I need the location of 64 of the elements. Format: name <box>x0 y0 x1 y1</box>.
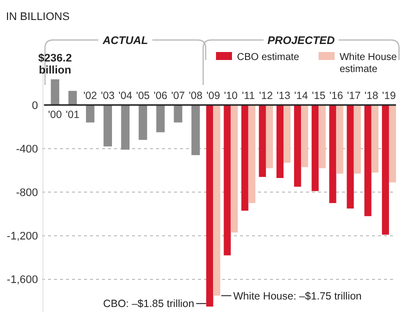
x-tick-label: '16 <box>329 90 344 102</box>
bar <box>382 105 389 235</box>
bar <box>266 105 273 168</box>
bar <box>364 105 372 216</box>
x-tick-label: '03 <box>100 90 115 102</box>
x-tick-label: '07 <box>171 90 186 102</box>
y-tick-label: -400 <box>16 143 38 156</box>
y-tick-label: -1,200 <box>6 230 38 243</box>
bar <box>86 105 94 122</box>
text: ACTUAL <box>102 35 148 47</box>
annotation: White House: –$1.75 trillion <box>233 290 362 302</box>
x-tick-label: '10 <box>224 90 238 102</box>
bar <box>224 105 231 256</box>
bar <box>230 105 238 232</box>
x-tick-label: '05 <box>136 90 150 102</box>
bar <box>206 105 214 307</box>
legend-label: CBO estimate <box>237 52 300 63</box>
y-tick-label: -1,600 <box>6 274 38 286</box>
x-tick-label: '09 <box>206 90 220 102</box>
bar <box>104 105 112 146</box>
x-tick-label: '13 <box>276 90 291 102</box>
bar <box>276 105 284 178</box>
annotation: $236.2 billion <box>38 52 72 76</box>
x-tick-label: '15 <box>312 90 326 102</box>
x-tick-label: '01 <box>66 109 80 122</box>
legend-label: White House estimate <box>340 52 398 75</box>
bar <box>241 105 248 211</box>
bar <box>336 105 344 174</box>
x-tick-label: '08 <box>188 90 203 102</box>
bar <box>284 105 291 163</box>
bar <box>174 105 182 122</box>
y-tick-label: 0 <box>32 100 38 112</box>
x-tick-label: '06 <box>154 90 168 102</box>
bar <box>68 90 77 106</box>
x-tick-label: '12 <box>259 90 273 102</box>
bar <box>318 105 326 168</box>
bar <box>121 105 130 150</box>
text: PROJECTED <box>267 35 335 47</box>
y-axis-title: IN BILLIONS <box>6 11 70 23</box>
bar <box>156 105 165 132</box>
x-tick-label: '02 <box>83 90 98 102</box>
bar <box>213 105 220 296</box>
bar <box>138 105 148 140</box>
bar <box>312 105 319 192</box>
bar <box>258 105 266 177</box>
x-tick-label: '18 <box>364 90 378 102</box>
bar <box>301 105 308 168</box>
bar <box>191 105 200 156</box>
bar <box>294 105 302 187</box>
x-tick-label: '19 <box>382 90 396 102</box>
bar <box>371 105 378 173</box>
x-tick-label: '04 <box>118 90 132 102</box>
x-tick-label: '11 <box>242 90 255 102</box>
x-tick-label: '00 <box>48 109 62 122</box>
bar <box>388 105 396 182</box>
bar <box>354 105 361 174</box>
bar <box>346 105 354 209</box>
bar <box>248 105 256 204</box>
bar <box>50 79 60 106</box>
x-tick-label: '17 <box>346 90 361 102</box>
y-tick-label: -800 <box>16 187 38 200</box>
annotation: CBO: –$1.85 trillion <box>103 298 194 310</box>
x-tick-label: '14 <box>294 90 308 102</box>
bar <box>329 105 336 204</box>
